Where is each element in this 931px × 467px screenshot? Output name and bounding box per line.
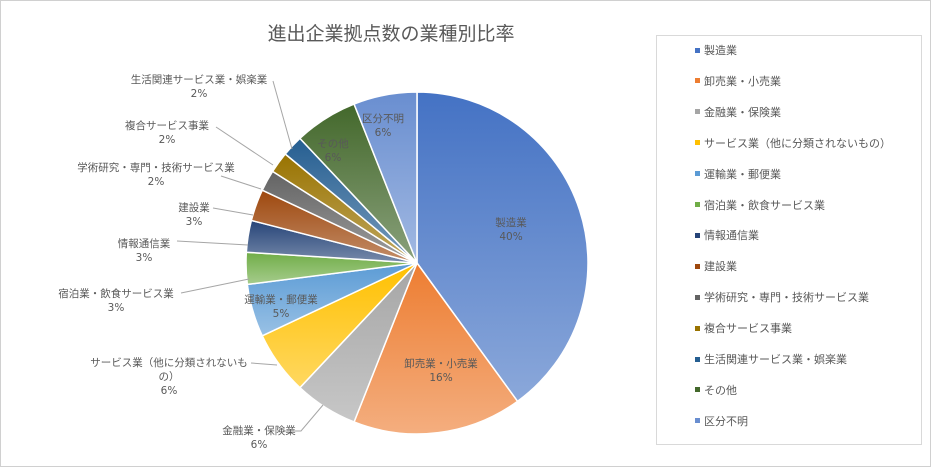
leader-line-10 — [215, 126, 274, 166]
legend-label: 学術研究・専門・技術サービス業 — [704, 291, 869, 305]
legend-swatch — [695, 202, 700, 207]
legend-label: 複合サービス事業 — [704, 322, 792, 336]
legend: 製造業卸売業・小売業 金融業・保険業サービス業（他に分類されないもの） 運輸業・郵便… — [656, 35, 922, 445]
legend-item-3: 金融業・保険業 — [695, 104, 781, 120]
legend-label: サービス業（他に分類されないもの） — [704, 136, 891, 150]
legend-item-6: 宿泊業・飲食サービス業 — [695, 197, 825, 213]
leader-line-6 — [180, 278, 250, 294]
data-label-9: 学術研究・専門・技術サービス業 2% — [77, 161, 235, 188]
slice-13 — [353, 91, 418, 264]
legend-swatch — [695, 418, 700, 424]
chart-title: 進出企業拠点数の業種別比率 — [267, 23, 515, 45]
data-label-8: 建設業 3% — [178, 201, 210, 228]
leader-line-11 — [272, 80, 293, 150]
leader-line-8 — [212, 207, 254, 216]
legend-label: 区分不明 — [704, 414, 748, 428]
legend-label: 情報通信業 — [704, 229, 759, 243]
data-label-12: その他 6% — [317, 137, 349, 164]
legend-swatch — [695, 294, 700, 300]
legend-item-1: 製造業 — [695, 42, 737, 58]
data-label-2: 卸売業・小売業 16% — [404, 357, 478, 384]
legend-item-8: 建設業 — [695, 258, 737, 274]
legend-label: 金融業・保険業 — [704, 105, 781, 119]
legend-swatch — [695, 171, 700, 177]
legend-swatch — [695, 387, 700, 393]
legend-label: 運輸業・郵便業 — [704, 167, 781, 181]
data-label-10: 複合サービス事業 2% — [125, 119, 209, 146]
legend-swatch — [695, 232, 700, 238]
leader-line-7 — [176, 240, 249, 246]
legend-item-12: その他 — [695, 382, 737, 398]
legend-item-4: サービス業（他に分類されないもの） — [695, 135, 891, 151]
leader-line-4 — [250, 362, 278, 366]
slice-2 — [353, 261, 519, 435]
data-label-3: 金融業・保険業 6% — [222, 424, 296, 451]
data-label-5: 運輸業・郵便業 5% — [244, 293, 318, 320]
legend-item-13: 区分不明 — [695, 413, 748, 429]
leader-line-9 — [220, 175, 262, 190]
data-label-7: 情報通信業 3% — [118, 237, 171, 264]
legend-label: その他 — [704, 383, 737, 397]
legend-swatch — [695, 78, 700, 84]
legend-swatch — [695, 140, 700, 146]
data-label-6: 宿泊業・飲食サービス業 3% — [58, 287, 174, 314]
legend-item-7: 情報通信業 — [695, 227, 759, 243]
legend-item-11: 生活関連サービス業・娯楽業 — [695, 351, 847, 367]
legend-label: 卸売業・小売業 — [704, 74, 781, 88]
slice-1 — [416, 91, 589, 403]
legend-swatch — [695, 263, 700, 269]
legend-swatch — [695, 325, 700, 331]
legend-item-5: 運輸業・郵便業 — [695, 166, 781, 182]
legend-item-2: 卸売業・小売業 — [695, 73, 781, 89]
legend-swatch — [695, 109, 700, 115]
data-label-13: 区分不明 6% — [362, 113, 404, 139]
legend-label: 製造業 — [704, 44, 737, 57]
legend-label: 建設業 — [704, 260, 737, 274]
legend-item-10: 複合サービス事業 — [695, 320, 792, 336]
legend-label: 生活関連サービス業・娯楽業 — [704, 353, 847, 366]
data-label-1: 製造業 40% — [495, 216, 527, 243]
legend-swatch — [695, 356, 700, 362]
data-label-4: サービス業（他に分類されないもの） 6% — [90, 356, 248, 397]
legend-item-9: 学術研究・専門・技術サービス業 — [695, 289, 869, 305]
leader-line-3 — [283, 404, 324, 432]
data-label-11: 生活関連サービス業・娯楽業 2% — [131, 73, 268, 100]
legend-swatch — [695, 47, 700, 53]
legend-label: 宿泊業・飲食サービス業 — [704, 198, 825, 212]
